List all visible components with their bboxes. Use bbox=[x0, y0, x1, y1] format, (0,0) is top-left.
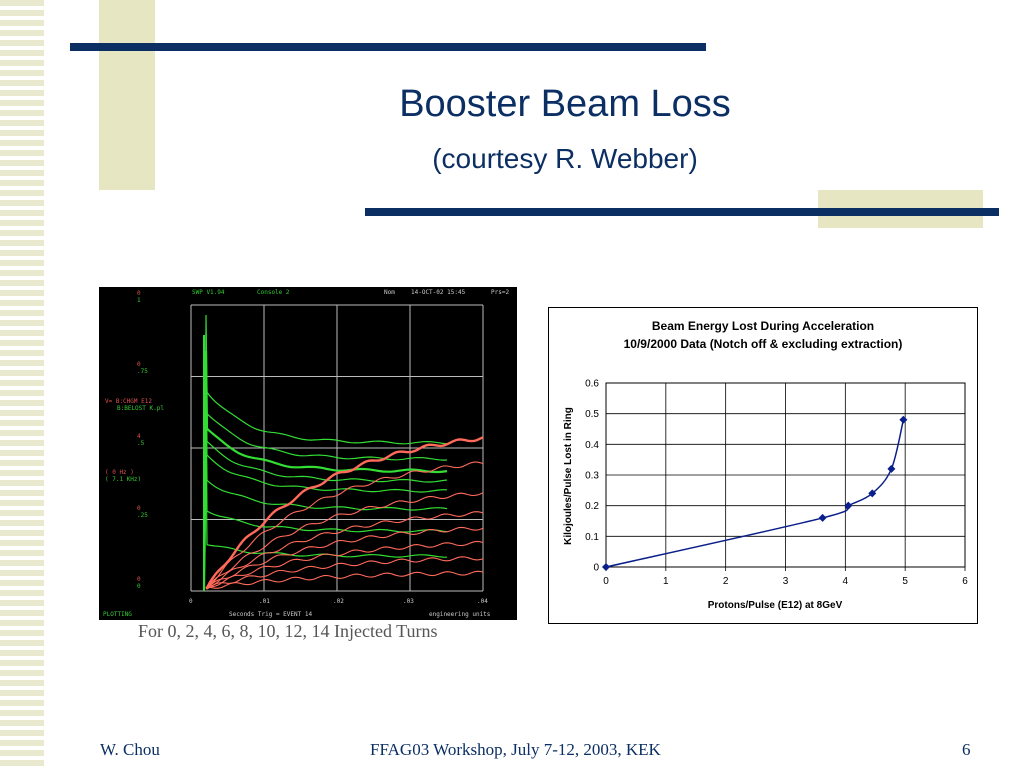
slide-subtitle: (courtesy R. Webber) bbox=[432, 143, 698, 174]
chart-data-point bbox=[899, 415, 908, 424]
scope-header-mid: Console 2 bbox=[257, 289, 290, 296]
scope-trace-green bbox=[203, 332, 448, 590]
chart-data-point bbox=[844, 501, 853, 510]
slide-title: Booster Beam Loss bbox=[399, 83, 731, 125]
scope-trace-green bbox=[202, 350, 448, 590]
scope-status: PLOTTING bbox=[103, 611, 132, 618]
chart-y-tick-label: 0.3 bbox=[585, 471, 599, 482]
chart-x-tick-label: 3 bbox=[783, 576, 789, 587]
left-stripe-decoration bbox=[0, 0, 44, 768]
chart-subtitle: 10/9/2000 Data (Notch off & excluding ex… bbox=[623, 337, 903, 351]
title-rule-top bbox=[70, 43, 706, 51]
scope-left-label: ( 0 Hz ) bbox=[105, 469, 134, 476]
scope-trace-red bbox=[205, 511, 484, 589]
scope-left-label: B:BELOST K.pl bbox=[117, 405, 164, 412]
scope-left-label: 0 bbox=[137, 583, 141, 590]
title-rule-bottom bbox=[365, 208, 999, 216]
scope-trace-green bbox=[203, 314, 448, 590]
scope-trace-green bbox=[203, 404, 448, 590]
footer-page-number: 6 bbox=[962, 740, 971, 759]
scope-screenshot: SWP V1.94 Console 2 Nom 14-OCT-02 15:45 … bbox=[99, 287, 517, 620]
chart-x-axis-label: Protons/Pulse (E12) at 8GeV bbox=[708, 600, 843, 611]
chart-x-tick-label: 4 bbox=[843, 576, 849, 587]
chart-y-tick-label: 0.1 bbox=[585, 532, 599, 543]
scope-trace-red bbox=[205, 556, 484, 590]
scope-x-tick: .03 bbox=[403, 598, 414, 605]
scope-trace-green bbox=[203, 368, 448, 590]
scope-trigger-info: Seconds Trig = EVENT 14 bbox=[229, 611, 312, 618]
scope-header-prs: Prs=2 bbox=[491, 289, 509, 296]
footer-event: FFAG03 Workshop, July 7-12, 2003, KEK bbox=[370, 740, 661, 759]
scope-units: engineering units bbox=[429, 611, 491, 618]
chart-series-line bbox=[605, 419, 905, 568]
scope-x-tick: 0 bbox=[189, 598, 193, 605]
scope-trace-red bbox=[205, 540, 484, 589]
scope-left-label: 0 bbox=[137, 505, 141, 512]
chart-plot-frame bbox=[605, 382, 966, 568]
chart-data-point bbox=[602, 563, 610, 571]
scope-left-label: 0 bbox=[137, 290, 141, 297]
scope-left-label: 0 bbox=[137, 576, 141, 583]
scope-trace-red bbox=[205, 492, 484, 589]
scope-left-label: ( 7.1 KHz) bbox=[105, 476, 141, 483]
scope-header-left: SWP V1.94 bbox=[192, 289, 225, 296]
decorative-block bbox=[99, 0, 155, 190]
scope-left-label: .25 bbox=[137, 512, 148, 519]
chart-plot: 0 0.1 0.2 0.3 0.4 0.5 0.6 0 1 2 3 4 5 6 Kilojoules/Pu… bbox=[563, 379, 968, 612]
chart-y-tick-label: 0.5 bbox=[585, 409, 599, 420]
scope-left-label: .75 bbox=[137, 368, 148, 375]
chart-x-tick-label: 6 bbox=[962, 576, 968, 587]
scope-left-label: 0 bbox=[137, 361, 141, 368]
chart-y-tick-label: 0.2 bbox=[585, 501, 599, 512]
chart-x-tick-label: 0 bbox=[603, 576, 609, 587]
scope-trace-red bbox=[205, 436, 484, 590]
chart-data-point bbox=[818, 513, 827, 522]
chart-y-tick-label: 0.4 bbox=[585, 440, 599, 451]
chart-x-tick-label: 5 bbox=[902, 576, 908, 587]
scope-trace-red bbox=[205, 570, 484, 589]
chart-y-axis-label: Kilojoules/Pulse Lost in Ring bbox=[563, 407, 574, 545]
scope-left-label: .5 bbox=[137, 440, 145, 447]
scope-trace-green bbox=[203, 422, 448, 590]
scope-left-label: 1 bbox=[137, 297, 141, 304]
scope-header-date: 14-OCT-02 15:45 bbox=[411, 289, 466, 296]
scope-trace-red bbox=[205, 526, 484, 590]
chart-data-point bbox=[868, 489, 877, 498]
beam-loss-chart: Beam Energy Lost During Acceleration 10/… bbox=[548, 307, 978, 624]
scope-plot: SWP V1.94 Console 2 Nom 14-OCT-02 15:45 … bbox=[103, 289, 509, 618]
chart-title: Beam Energy Lost During Acceleration bbox=[651, 319, 875, 333]
scope-trace-green bbox=[203, 386, 448, 590]
chart-y-tick-label: 0 bbox=[593, 563, 599, 574]
chart-y-tick-label: 0.6 bbox=[585, 379, 599, 390]
scope-left-label: 4 bbox=[137, 433, 141, 440]
chart-data-point bbox=[887, 464, 896, 473]
scope-caption: For 0, 2, 4, 6, 8, 10, 12, 14 Injected T… bbox=[138, 621, 438, 641]
scope-left-label: V= B:CHGM E12 bbox=[105, 398, 152, 405]
scope-x-tick: .04 bbox=[477, 598, 488, 605]
scope-x-tick: .02 bbox=[333, 598, 344, 605]
scope-trace-green bbox=[203, 410, 448, 590]
chart-x-tick-label: 1 bbox=[663, 576, 669, 587]
scope-header-right: Nom bbox=[384, 289, 395, 296]
scope-trace-red bbox=[205, 461, 484, 589]
footer-author: W. Chou bbox=[100, 740, 160, 759]
chart-x-tick-label: 2 bbox=[723, 576, 729, 587]
scope-x-tick: .01 bbox=[259, 598, 270, 605]
